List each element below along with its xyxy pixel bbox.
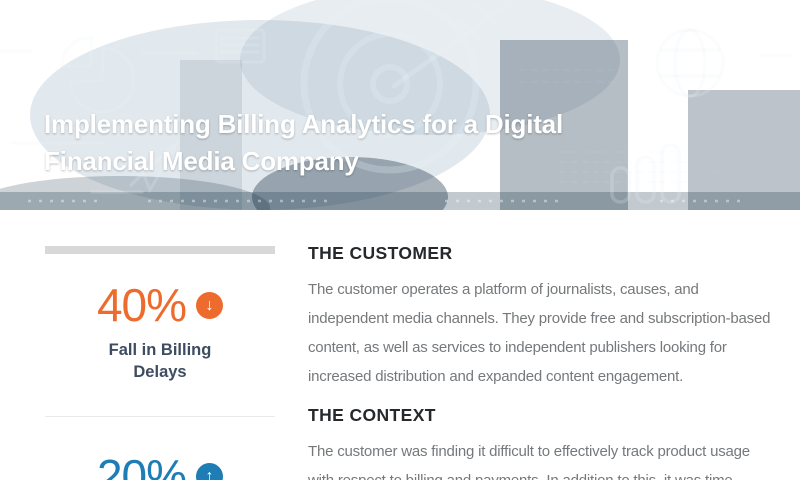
paragraph-line: increased distribution and expanded cont… xyxy=(308,368,684,385)
spreadsheet-icon xyxy=(214,28,266,64)
arrow-down-circle-icon: ↓ xyxy=(196,292,224,319)
paragraph-line: The customer operates a platform of jour… xyxy=(308,281,699,298)
stat-value: 20% xyxy=(96,450,187,480)
page-title-line2: Financial Media Company xyxy=(44,146,359,176)
hero-banner: Implementing Billing Analytics for a Dig… xyxy=(0,0,800,210)
dash-lines xyxy=(0,49,794,194)
content-area: 40% ↓ Fall in Billing Delays 20% ↑ THE C… xyxy=(0,210,800,480)
stats-divider xyxy=(45,416,275,417)
arrow-up-circle-icon: ↑ xyxy=(196,463,224,480)
stats-top-bar xyxy=(45,246,275,254)
page-title: Implementing Billing Analytics for a Dig… xyxy=(44,106,563,180)
stat-label: Fall in Billing Delays xyxy=(108,341,212,381)
paragraph-line: content, as well as services to independ… xyxy=(308,339,727,356)
case-study-text: THE CUSTOMER The customer operates a pla… xyxy=(308,210,783,480)
paragraph-line: with respect to billing and payments. In… xyxy=(308,466,783,480)
hero-background-art xyxy=(0,0,800,210)
bar-chart-icon xyxy=(610,143,681,204)
section-heading-context: THE CONTEXT xyxy=(308,405,436,425)
customer-paragraph: The customer operates a platform of jour… xyxy=(308,275,783,391)
paragraph-line: The customer was finding it difficult to… xyxy=(308,443,750,460)
target-dart-icon xyxy=(300,0,511,174)
context-paragraph: The customer was finding it difficult to… xyxy=(308,437,783,480)
stat-billing-delays: 40% ↓ Fall in Billing Delays xyxy=(45,282,275,383)
pie-chart-icon xyxy=(60,36,136,114)
globe-icon xyxy=(655,28,725,98)
stat-value-row: 20% ↑ xyxy=(45,453,275,480)
stat-value-row: 40% ↓ xyxy=(45,282,275,329)
paragraph-line: independent media channels. They provide… xyxy=(308,310,771,327)
stats-column: 40% ↓ Fall in Billing Delays 20% ↑ xyxy=(45,210,275,480)
hero-shading xyxy=(0,0,800,210)
section-heading-customer: THE CUSTOMER xyxy=(308,243,453,263)
page-title-line1: Implementing Billing Analytics for a Dig… xyxy=(44,109,563,139)
stat-value: 40% xyxy=(96,279,187,331)
stat-increase: 20% ↑ xyxy=(45,453,275,480)
paper-plane-icon xyxy=(128,140,180,194)
